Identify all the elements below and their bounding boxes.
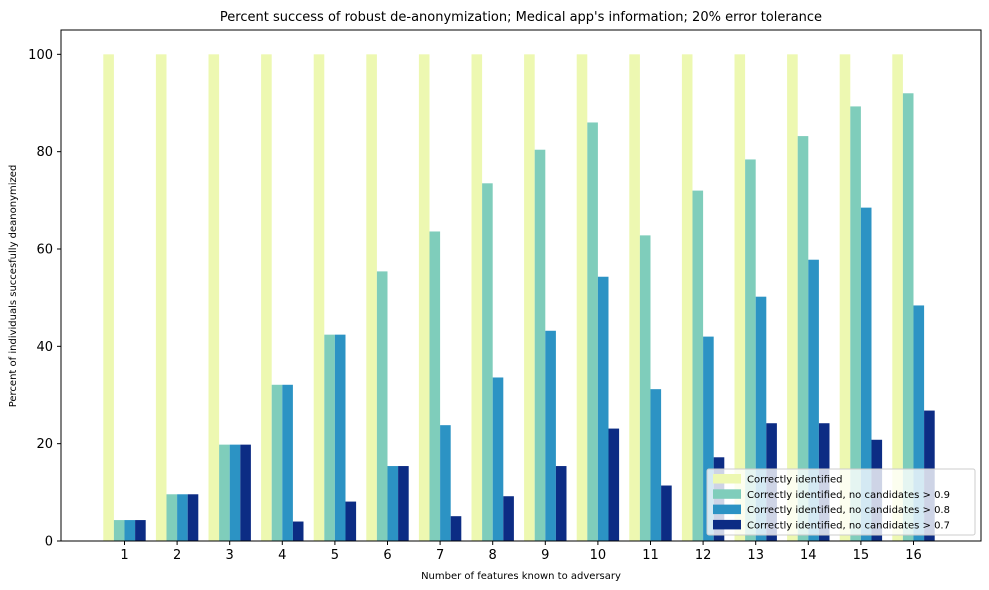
bar-s2-9 bbox=[534, 149, 546, 541]
x-tick-label-10: 10 bbox=[590, 548, 607, 563]
legend-label-3: Correctly identified, no candidates > 0.… bbox=[747, 505, 950, 516]
bar-s4-8 bbox=[503, 496, 514, 541]
plot-frame bbox=[60, 29, 982, 542]
bar-s2-14 bbox=[797, 136, 809, 541]
x-tick-label-3: 3 bbox=[226, 548, 234, 563]
chart-title: Percent success of robust de-anonymizati… bbox=[220, 10, 822, 25]
bar-s3-6 bbox=[387, 466, 399, 541]
y-axis-label: Percent of individuals succesfully deano… bbox=[8, 165, 19, 408]
bar-s1-15 bbox=[839, 54, 851, 541]
bar-s1-12 bbox=[681, 54, 693, 541]
bar-s1-4 bbox=[261, 54, 272, 541]
bar-s3-9 bbox=[545, 330, 556, 541]
bar-s3-7 bbox=[440, 425, 451, 541]
bar-s4-10 bbox=[608, 428, 620, 541]
y-tick-label-80: 80 bbox=[36, 145, 53, 160]
bar-s2-3 bbox=[219, 444, 230, 541]
bar-s1-14 bbox=[787, 54, 798, 541]
bar-s1-1 bbox=[103, 54, 114, 541]
bar-s3-1 bbox=[124, 520, 136, 541]
bar-s2-12 bbox=[692, 190, 704, 541]
y-tick-label-40: 40 bbox=[36, 340, 53, 355]
x-tick-label-13: 13 bbox=[747, 548, 764, 563]
legend-swatch-3 bbox=[713, 504, 741, 515]
bar-s3-3 bbox=[229, 444, 241, 541]
legend-swatch-1 bbox=[713, 474, 741, 484]
legend-swatch-4 bbox=[713, 519, 741, 530]
bar-s2-2 bbox=[166, 494, 178, 541]
bar-s1-10 bbox=[576, 54, 588, 541]
bar-s3-4 bbox=[282, 384, 293, 541]
bar-s3-14 bbox=[808, 259, 819, 541]
bar-s2-8 bbox=[482, 183, 493, 542]
bar-s4-1 bbox=[135, 520, 146, 541]
y-tick-label-0: 0 bbox=[45, 535, 53, 550]
x-tick-label-9: 9 bbox=[541, 548, 549, 563]
bar-s2-1 bbox=[113, 520, 125, 541]
bar-s3-5 bbox=[334, 334, 346, 541]
bar-s1-16 bbox=[892, 54, 903, 541]
x-tick-label-14: 14 bbox=[800, 548, 817, 563]
bar-s2-10 bbox=[587, 122, 598, 541]
y-tick-label-20: 20 bbox=[36, 437, 53, 452]
bar-s3-11 bbox=[650, 389, 662, 541]
bar-s3-13 bbox=[755, 296, 767, 541]
x-tick-label-1: 1 bbox=[120, 548, 128, 563]
bar-s3-8 bbox=[492, 377, 504, 541]
bar-s3-15 bbox=[860, 207, 872, 541]
bar-s1-13 bbox=[734, 54, 746, 541]
bar-s4-6 bbox=[398, 466, 409, 541]
bar-s1-11 bbox=[629, 54, 640, 541]
x-tick-label-8: 8 bbox=[489, 548, 497, 563]
bar-s4-3 bbox=[240, 444, 251, 541]
x-tick-label-11: 11 bbox=[642, 548, 659, 563]
bar-s3-2 bbox=[177, 494, 188, 541]
bar-s1-7 bbox=[418, 54, 430, 541]
bar-s1-9 bbox=[524, 54, 535, 541]
bar-s2-7 bbox=[429, 231, 441, 542]
x-tick-label-2: 2 bbox=[173, 548, 181, 563]
x-tick-label-6: 6 bbox=[383, 548, 391, 563]
legend-label-4: Correctly identified, no candidates > 0.… bbox=[747, 520, 950, 531]
legend-box bbox=[706, 468, 976, 536]
bar-s2-5 bbox=[324, 334, 335, 541]
bar-s1-6 bbox=[366, 54, 377, 541]
bar-s2-15 bbox=[850, 106, 861, 541]
x-tick-label-5: 5 bbox=[331, 548, 339, 563]
x-tick-label-7: 7 bbox=[436, 548, 444, 563]
bar-s2-4 bbox=[271, 384, 283, 541]
bars-layer bbox=[103, 54, 935, 542]
x-tick-label-4: 4 bbox=[278, 548, 286, 563]
bar-s2-11 bbox=[639, 235, 651, 541]
bar-s3-12 bbox=[703, 336, 714, 541]
legend-label-1: Correctly identified bbox=[747, 475, 843, 486]
legend: Correctly identified Correctly identified… bbox=[706, 468, 976, 536]
bar-s4-9 bbox=[555, 466, 567, 541]
x-tick-label-15: 15 bbox=[853, 548, 870, 563]
bar-s4-5 bbox=[345, 501, 357, 541]
y-tick-label-60: 60 bbox=[36, 243, 53, 258]
bar-s4-11 bbox=[661, 485, 672, 541]
bar-s4-4 bbox=[292, 521, 304, 541]
bar-s1-8 bbox=[471, 54, 483, 541]
bar-s2-6 bbox=[376, 271, 388, 541]
bar-s3-10 bbox=[597, 276, 609, 541]
x-tick-label-12: 12 bbox=[695, 548, 712, 563]
y-tick-label-100: 100 bbox=[28, 48, 53, 63]
bar-s4-7 bbox=[450, 516, 462, 541]
x-axis-label: Number of features known to adversary bbox=[421, 571, 621, 582]
bar-s1-2 bbox=[155, 54, 167, 541]
bar-s4-2 bbox=[187, 494, 199, 541]
x-tick-label-16: 16 bbox=[905, 548, 922, 563]
legend-swatch-2 bbox=[713, 489, 741, 499]
bar-s2-13 bbox=[745, 159, 756, 541]
bar-s3-16 bbox=[913, 305, 925, 541]
legend-label-2: Correctly identified, no candidates > 0.… bbox=[747, 490, 950, 501]
bar-s1-3 bbox=[208, 54, 220, 541]
bar-s2-16 bbox=[902, 93, 914, 542]
bar-s1-5 bbox=[313, 54, 325, 541]
